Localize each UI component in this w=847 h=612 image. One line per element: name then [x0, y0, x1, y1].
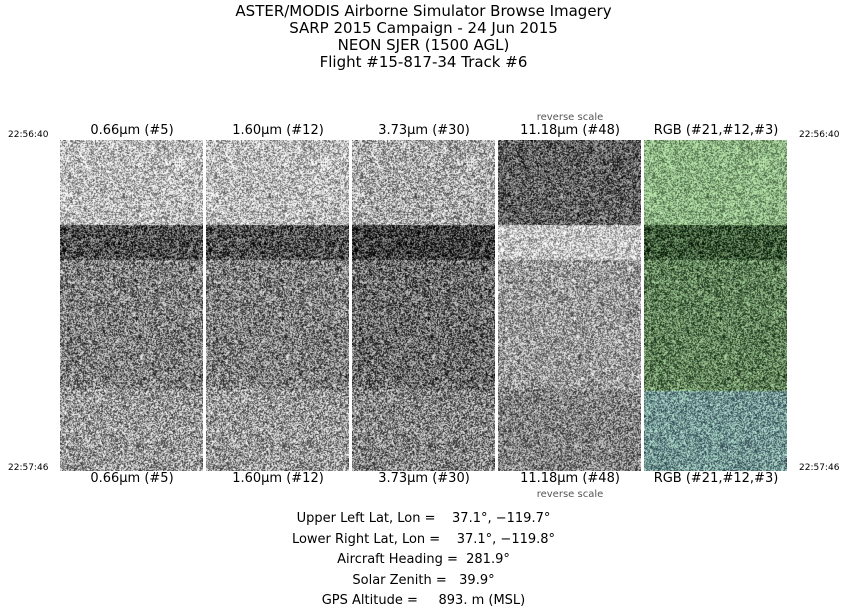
panel-label-top: RGB (#21,#12,#3): [653, 123, 779, 138]
time-start-left: 22:56:40: [8, 130, 49, 140]
reverse-scale-bottom: reverse scale: [536, 489, 604, 500]
band-image: [644, 140, 787, 471]
time-start-right: 22:56:40: [799, 130, 840, 140]
title-line: ASTER/MODIS Airborne Simulator Browse Im…: [235, 2, 612, 20]
gps-altitude: GPS Altitude = 893. m (MSL): [321, 593, 526, 608]
panel-label-bottom: RGB (#21,#12,#3): [653, 471, 779, 486]
panel-label-top: 3.73μm (#30): [378, 123, 470, 138]
title-line: Flight #15-817-34 Track #6: [319, 53, 528, 71]
panel-label-bottom: 1.60μm (#12): [232, 471, 324, 486]
title-line: NEON SJER (1500 AGL): [337, 36, 510, 54]
panel-label-bottom: 0.66μm (#5): [90, 471, 174, 486]
band-image: [60, 140, 203, 471]
time-end-left: 22:57:46: [8, 463, 49, 473]
panel-label-top: 1.60μm (#12): [232, 123, 324, 138]
time-end-right: 22:57:46: [799, 463, 840, 473]
lower-right-latlon: Lower Right Lat, Lon = 37.1°, −119.8°: [291, 531, 556, 547]
band-image: [206, 140, 349, 471]
upper-left-latlon: Upper Left Lat, Lon = 37.1°, −119.7°: [296, 511, 551, 526]
panel-label-top: 11.18μm (#48): [520, 123, 620, 138]
title-block: ASTER/MODIS Airborne Simulator Browse Im…: [0, 3, 847, 71]
panel-label-bottom: 3.73μm (#30): [378, 471, 470, 486]
panel-label-top: 0.66μm (#5): [90, 123, 174, 138]
panel-label-bottom: 11.18μm (#48): [520, 471, 620, 486]
band-image: [498, 140, 641, 471]
info-block: Upper Left Lat, Lon = 37.1°, −119.7° Lowe…: [0, 509, 847, 612]
title-line: SARP 2015 Campaign - 24 Jun 2015: [289, 19, 558, 37]
band-image: [352, 140, 495, 471]
reverse-scale-top: reverse scale: [536, 112, 604, 123]
solar-zenith: Solar Zenith = 39.9°: [352, 572, 495, 588]
aircraft-heading: Aircraft Heading = 281.9°: [337, 552, 510, 567]
